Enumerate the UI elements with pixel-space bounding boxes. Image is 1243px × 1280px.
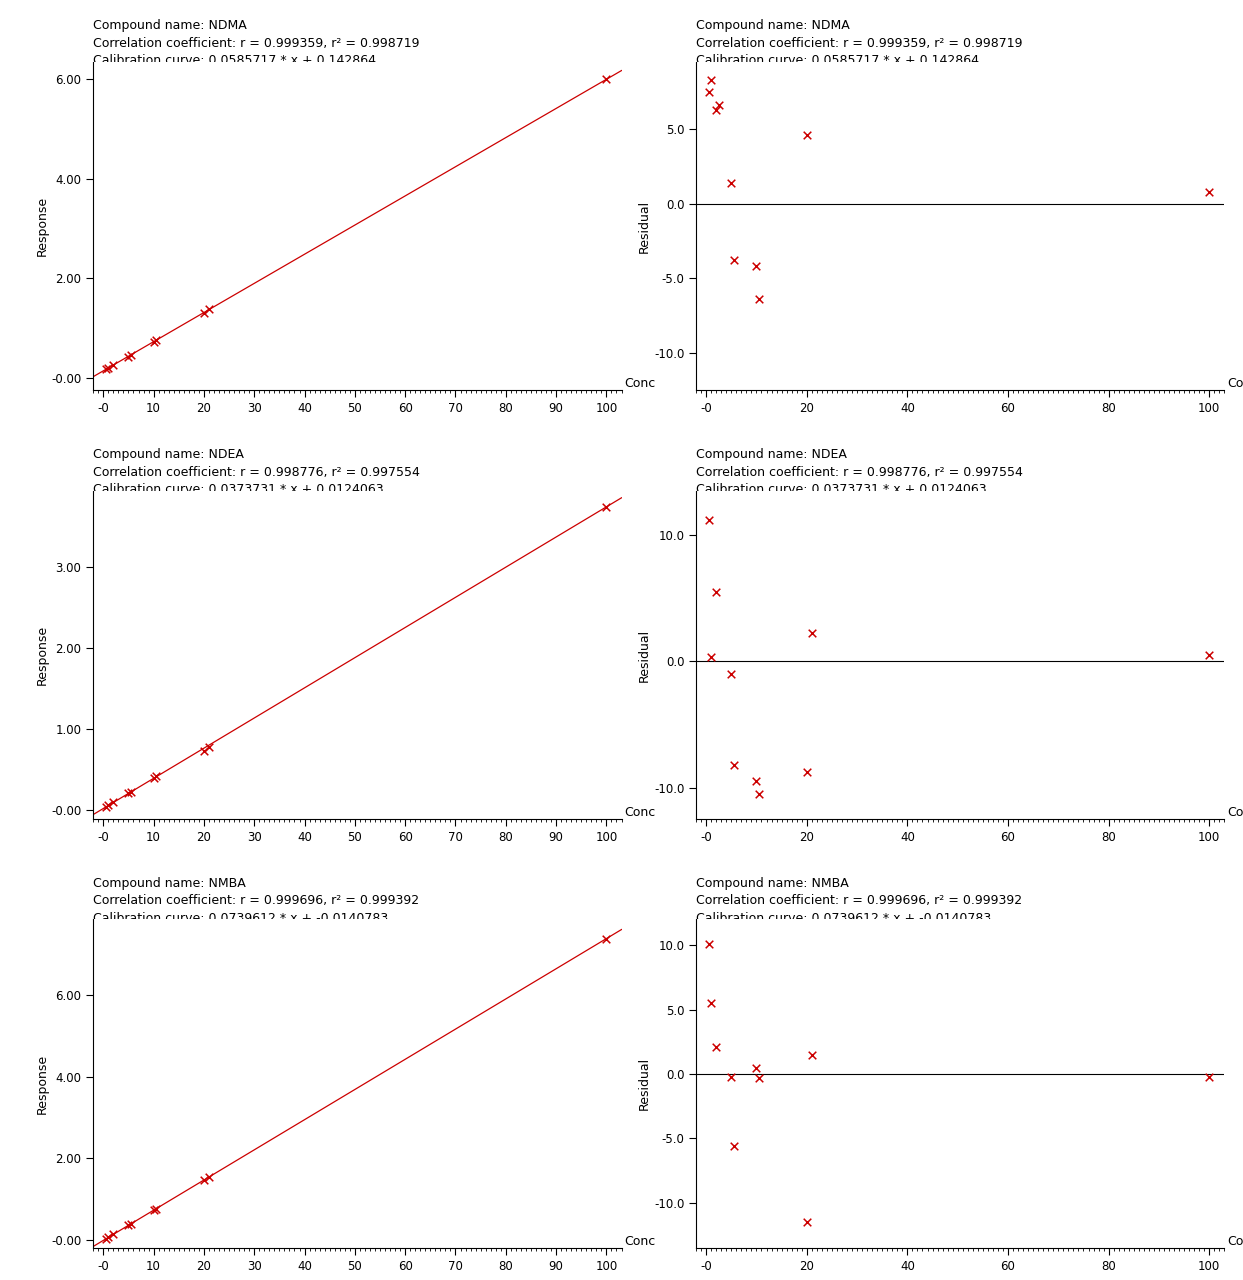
Point <box>199 1167 219 1188</box>
Point <box>699 933 718 954</box>
Point <box>144 768 164 788</box>
Point <box>96 360 116 380</box>
Point <box>597 497 617 517</box>
Point <box>797 1212 817 1233</box>
Point <box>199 737 219 758</box>
Text: Compound name: NDMA
Correlation coefficient: r = 0.999359, r² = 0.998719
Calibra: Compound name: NDMA Correlation coeffici… <box>696 19 1125 102</box>
Point <box>194 303 214 324</box>
Point <box>721 1066 741 1087</box>
Point <box>199 300 219 320</box>
Text: Conc: Conc <box>624 806 655 819</box>
Y-axis label: Response: Response <box>35 1053 48 1114</box>
Point <box>747 771 767 791</box>
Point <box>723 251 743 271</box>
Text: Compound name: NDEA
Correlation coefficient: r = 0.998776, r² = 0.997554
Calibra: Compound name: NDEA Correlation coeffici… <box>93 448 522 531</box>
Point <box>1199 1066 1219 1087</box>
Point <box>98 1228 118 1248</box>
Point <box>706 100 726 120</box>
Point <box>96 797 116 818</box>
Point <box>98 358 118 379</box>
Text: Compound name: NMBA
Correlation coefficient: r = 0.999696, r² = 0.999392
Calibra: Compound name: NMBA Correlation coeffici… <box>93 877 522 960</box>
Point <box>118 783 138 804</box>
Point <box>747 1057 767 1078</box>
Point <box>194 1170 214 1190</box>
Point <box>750 783 769 804</box>
Text: Conc: Conc <box>1227 378 1243 390</box>
Point <box>750 289 769 310</box>
Point <box>1199 182 1219 202</box>
Point <box>723 1135 743 1156</box>
Point <box>147 767 167 787</box>
Point <box>1199 645 1219 666</box>
Point <box>701 648 721 668</box>
Text: Compound name: NDEA
Correlation coefficient: r = 0.998776, r² = 0.997554
Calibra: Compound name: NDEA Correlation coeffici… <box>696 448 1125 531</box>
Point <box>750 1068 769 1088</box>
Point <box>103 792 123 813</box>
Point <box>103 355 123 375</box>
Point <box>194 741 214 762</box>
Text: Conc: Conc <box>624 1235 655 1248</box>
Y-axis label: Residual: Residual <box>638 1057 651 1110</box>
Text: Conc: Conc <box>1227 806 1243 819</box>
Point <box>144 1199 164 1220</box>
Point <box>802 623 822 644</box>
Point <box>147 1198 167 1219</box>
Point <box>802 1044 822 1065</box>
Point <box>706 1037 726 1057</box>
Point <box>721 173 741 193</box>
Point <box>709 95 728 115</box>
Point <box>96 1229 116 1249</box>
Text: Conc: Conc <box>1227 1235 1243 1248</box>
Y-axis label: Response: Response <box>35 625 48 685</box>
Point <box>701 993 721 1014</box>
Point <box>699 509 718 530</box>
Y-axis label: Residual: Residual <box>638 628 651 681</box>
Y-axis label: Response: Response <box>35 196 48 256</box>
Point <box>147 330 167 351</box>
Point <box>747 256 767 276</box>
Point <box>721 663 741 684</box>
Point <box>597 69 617 90</box>
Point <box>723 755 743 776</box>
Point <box>121 1213 140 1234</box>
Point <box>597 928 617 948</box>
Point <box>118 1215 138 1235</box>
Text: Compound name: NDMA
Correlation coefficient: r = 0.999359, r² = 0.998719
Calibra: Compound name: NDMA Correlation coeffici… <box>93 19 522 102</box>
Point <box>118 347 138 367</box>
Point <box>98 795 118 815</box>
Point <box>103 1224 123 1244</box>
Point <box>121 782 140 803</box>
Point <box>797 762 817 782</box>
Text: Compound name: NMBA
Correlation coefficient: r = 0.999696, r² = 0.999392
Calibra: Compound name: NMBA Correlation coeffici… <box>696 877 1125 960</box>
Y-axis label: Residual: Residual <box>638 200 651 252</box>
Point <box>797 125 817 146</box>
Point <box>144 332 164 352</box>
Point <box>701 69 721 90</box>
Point <box>699 82 718 102</box>
Point <box>121 344 140 365</box>
Text: Conc: Conc <box>624 378 655 390</box>
Point <box>706 581 726 602</box>
